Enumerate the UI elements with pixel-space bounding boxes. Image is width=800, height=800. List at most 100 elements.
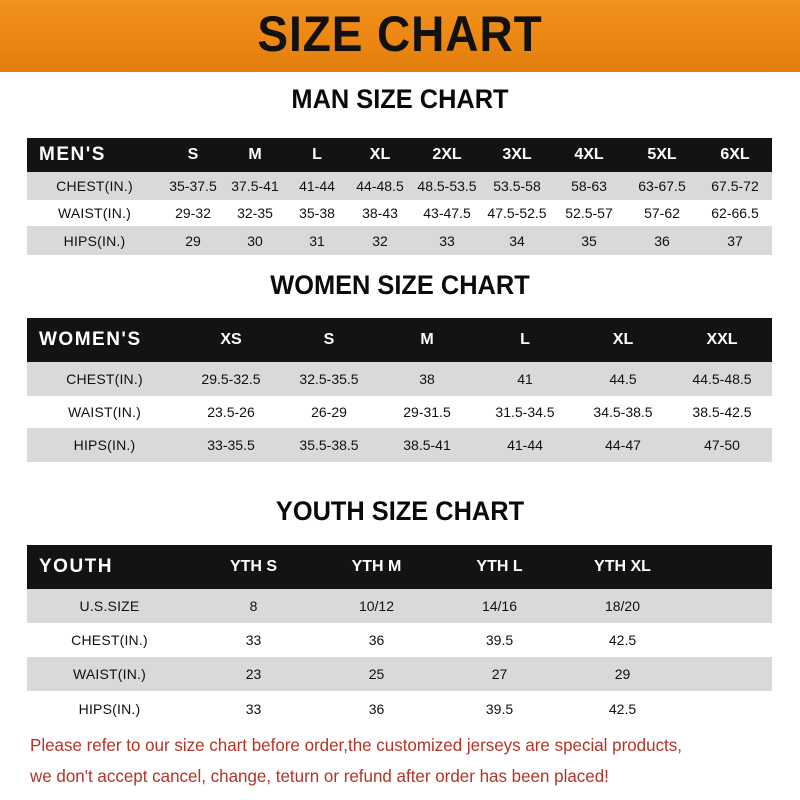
row-label: WAIST(IN.) — [57, 205, 132, 221]
header-cell-size: 6XL — [720, 146, 750, 163]
row-label: CHEST(IN.) — [66, 371, 143, 387]
table-cell: 31 — [309, 232, 325, 249]
table-cell: 44.5 — [609, 371, 637, 387]
table-cell: 39.5 — [485, 632, 514, 648]
table-row: WAIST(IN.) 23.5-26 26-29 29-31.5 31.5-34… — [27, 396, 772, 428]
table-row: WAIST(IN.) 23 25 27 29 — [27, 657, 772, 691]
row-label: HIPS(IN.) — [78, 701, 141, 717]
table-cell: 37.5-41 — [231, 178, 279, 194]
table-header-row: YOUTH YTH S YTH M YTH L YTH XL — [27, 545, 772, 589]
table-cell: 33 — [439, 232, 455, 249]
table-cell: 38 — [419, 371, 435, 387]
youth-size-table-block: YOUTH YTH S YTH M YTH L YTH XL U.S.SIZE … — [27, 545, 772, 727]
table-cell: 32.5-35.5 — [299, 371, 359, 387]
table-cell: 29 — [614, 666, 631, 682]
header-cell-size: XS — [220, 331, 242, 348]
table-cell: 42.5 — [608, 701, 637, 717]
man-size-table-block: MEN'S S M L XL 2XL 3XL 4XL 5XL 6XL CHEST… — [27, 138, 772, 255]
table-cell: 39.5 — [485, 701, 514, 717]
header-cell-label: MEN'S — [39, 144, 106, 165]
table-row: HIPS(IN.) 29 30 31 32 33 34 35 36 37 — [27, 226, 772, 255]
table-cell: 41 — [517, 371, 533, 387]
women-size-table: WOMEN'S XS S M L XL XXL CHEST(IN.) 29.5-… — [27, 318, 772, 462]
table-header-row: MEN'S S M L XL 2XL 3XL 4XL 5XL 6XL — [27, 138, 772, 172]
header-cell-size: 4XL — [574, 146, 604, 163]
man-size-table: MEN'S S M L XL 2XL 3XL 4XL 5XL 6XL CHEST… — [27, 138, 772, 255]
table-cell: 23.5-26 — [207, 404, 255, 420]
table-cell-spacer — [684, 589, 772, 623]
section-title-man: MAN SIZE CHART — [291, 84, 509, 114]
table-cell: 41-44 — [507, 437, 543, 453]
table-cell: 29-32 — [175, 205, 211, 221]
header-cell-size: XL — [369, 146, 391, 163]
table-cell: 44-47 — [605, 437, 641, 453]
table-cell: 44.5-48.5 — [692, 371, 752, 387]
table-row: CHEST(IN.) 33 36 39.5 42.5 — [27, 623, 772, 657]
table-cell-spacer — [684, 623, 772, 657]
table-row: U.S.SIZE 8 10/12 14/16 18/20 — [27, 589, 772, 623]
table-cell: 30 — [247, 232, 263, 249]
table-row: HIPS(IN.) 33 36 39.5 42.5 — [27, 691, 772, 727]
header-cell-size: L — [312, 146, 322, 163]
table-row: CHEST(IN.) 29.5-32.5 32.5-35.5 38 41 44.… — [27, 362, 772, 396]
table-cell: 29-31.5 — [403, 404, 451, 420]
table-cell: 14/16 — [481, 598, 518, 614]
page-title: SIZE CHART — [257, 6, 543, 62]
header-cell-size: 2XL — [432, 146, 462, 163]
table-cell: 23 — [245, 666, 262, 682]
table-cell: 35-37.5 — [169, 178, 217, 194]
row-label: CHEST(IN.) — [71, 632, 148, 648]
header-cell-size: YTH M — [351, 558, 402, 575]
table-cell: 31.5-34.5 — [495, 404, 555, 420]
women-size-table-block: WOMEN'S XS S M L XL XXL CHEST(IN.) 29.5-… — [27, 318, 772, 462]
table-cell: 33-35.5 — [207, 437, 255, 453]
table-cell: 29.5-32.5 — [201, 371, 261, 387]
header-cell-size: S — [187, 146, 199, 163]
table-cell: 38.5-41 — [403, 437, 451, 453]
youth-size-table: YOUTH YTH S YTH M YTH L YTH XL U.S.SIZE … — [27, 545, 772, 727]
header-cell-size: M — [420, 331, 434, 348]
header-cell-size: YTH S — [229, 558, 278, 575]
table-cell: 36 — [368, 701, 385, 717]
header-cell-label: WOMEN'S — [39, 329, 142, 350]
table-cell: 33 — [245, 701, 262, 717]
table-cell: 41-44 — [299, 178, 335, 194]
table-cell-spacer — [684, 691, 772, 727]
table-cell: 38-43 — [362, 205, 398, 221]
table-cell: 53.5-58 — [493, 178, 541, 194]
table-cell: 44-48.5 — [356, 178, 404, 194]
table-cell: 36 — [368, 632, 385, 648]
table-cell: 18/20 — [604, 598, 641, 614]
table-cell: 42.5 — [608, 632, 637, 648]
table-cell: 35-38 — [299, 205, 335, 221]
table-cell: 36 — [654, 232, 670, 249]
table-cell: 26-29 — [311, 404, 347, 420]
table-header-row: WOMEN'S XS S M L XL XXL — [27, 318, 772, 362]
order-policy-line-1: Please refer to our size chart before or… — [30, 735, 682, 755]
header-cell-size: YTH XL — [594, 558, 651, 575]
table-cell: 8 — [249, 598, 258, 614]
table-cell-spacer — [684, 657, 772, 691]
table-row: HIPS(IN.) 33-35.5 35.5-38.5 38.5-41 41-4… — [27, 428, 772, 462]
table-cell: 48.5-53.5 — [417, 178, 477, 194]
table-cell: 52.5-57 — [565, 205, 613, 221]
table-cell: 33 — [245, 632, 262, 648]
table-cell: 27 — [491, 666, 508, 682]
header-cell-size: S — [323, 331, 335, 348]
table-cell: 35 — [581, 232, 597, 249]
table-cell: 35.5-38.5 — [299, 437, 359, 453]
header-cell-size: YTH L — [476, 558, 523, 575]
header-cell-size: XL — [612, 331, 634, 348]
table-cell: 57-62 — [644, 205, 680, 221]
table-cell: 34.5-38.5 — [593, 404, 653, 420]
row-label: HIPS(IN.) — [63, 232, 126, 249]
table-cell: 47.5-52.5 — [487, 205, 547, 221]
table-cell: 47-50 — [704, 437, 740, 453]
table-cell: 63-67.5 — [638, 178, 686, 194]
row-label: WAIST(IN.) — [72, 666, 147, 682]
row-label: WAIST(IN.) — [67, 404, 142, 420]
header-cell-size: M — [248, 146, 262, 163]
table-cell: 29 — [185, 232, 201, 249]
page-banner: SIZE CHART — [0, 0, 800, 72]
section-title-youth: YOUTH SIZE CHART — [275, 496, 525, 526]
